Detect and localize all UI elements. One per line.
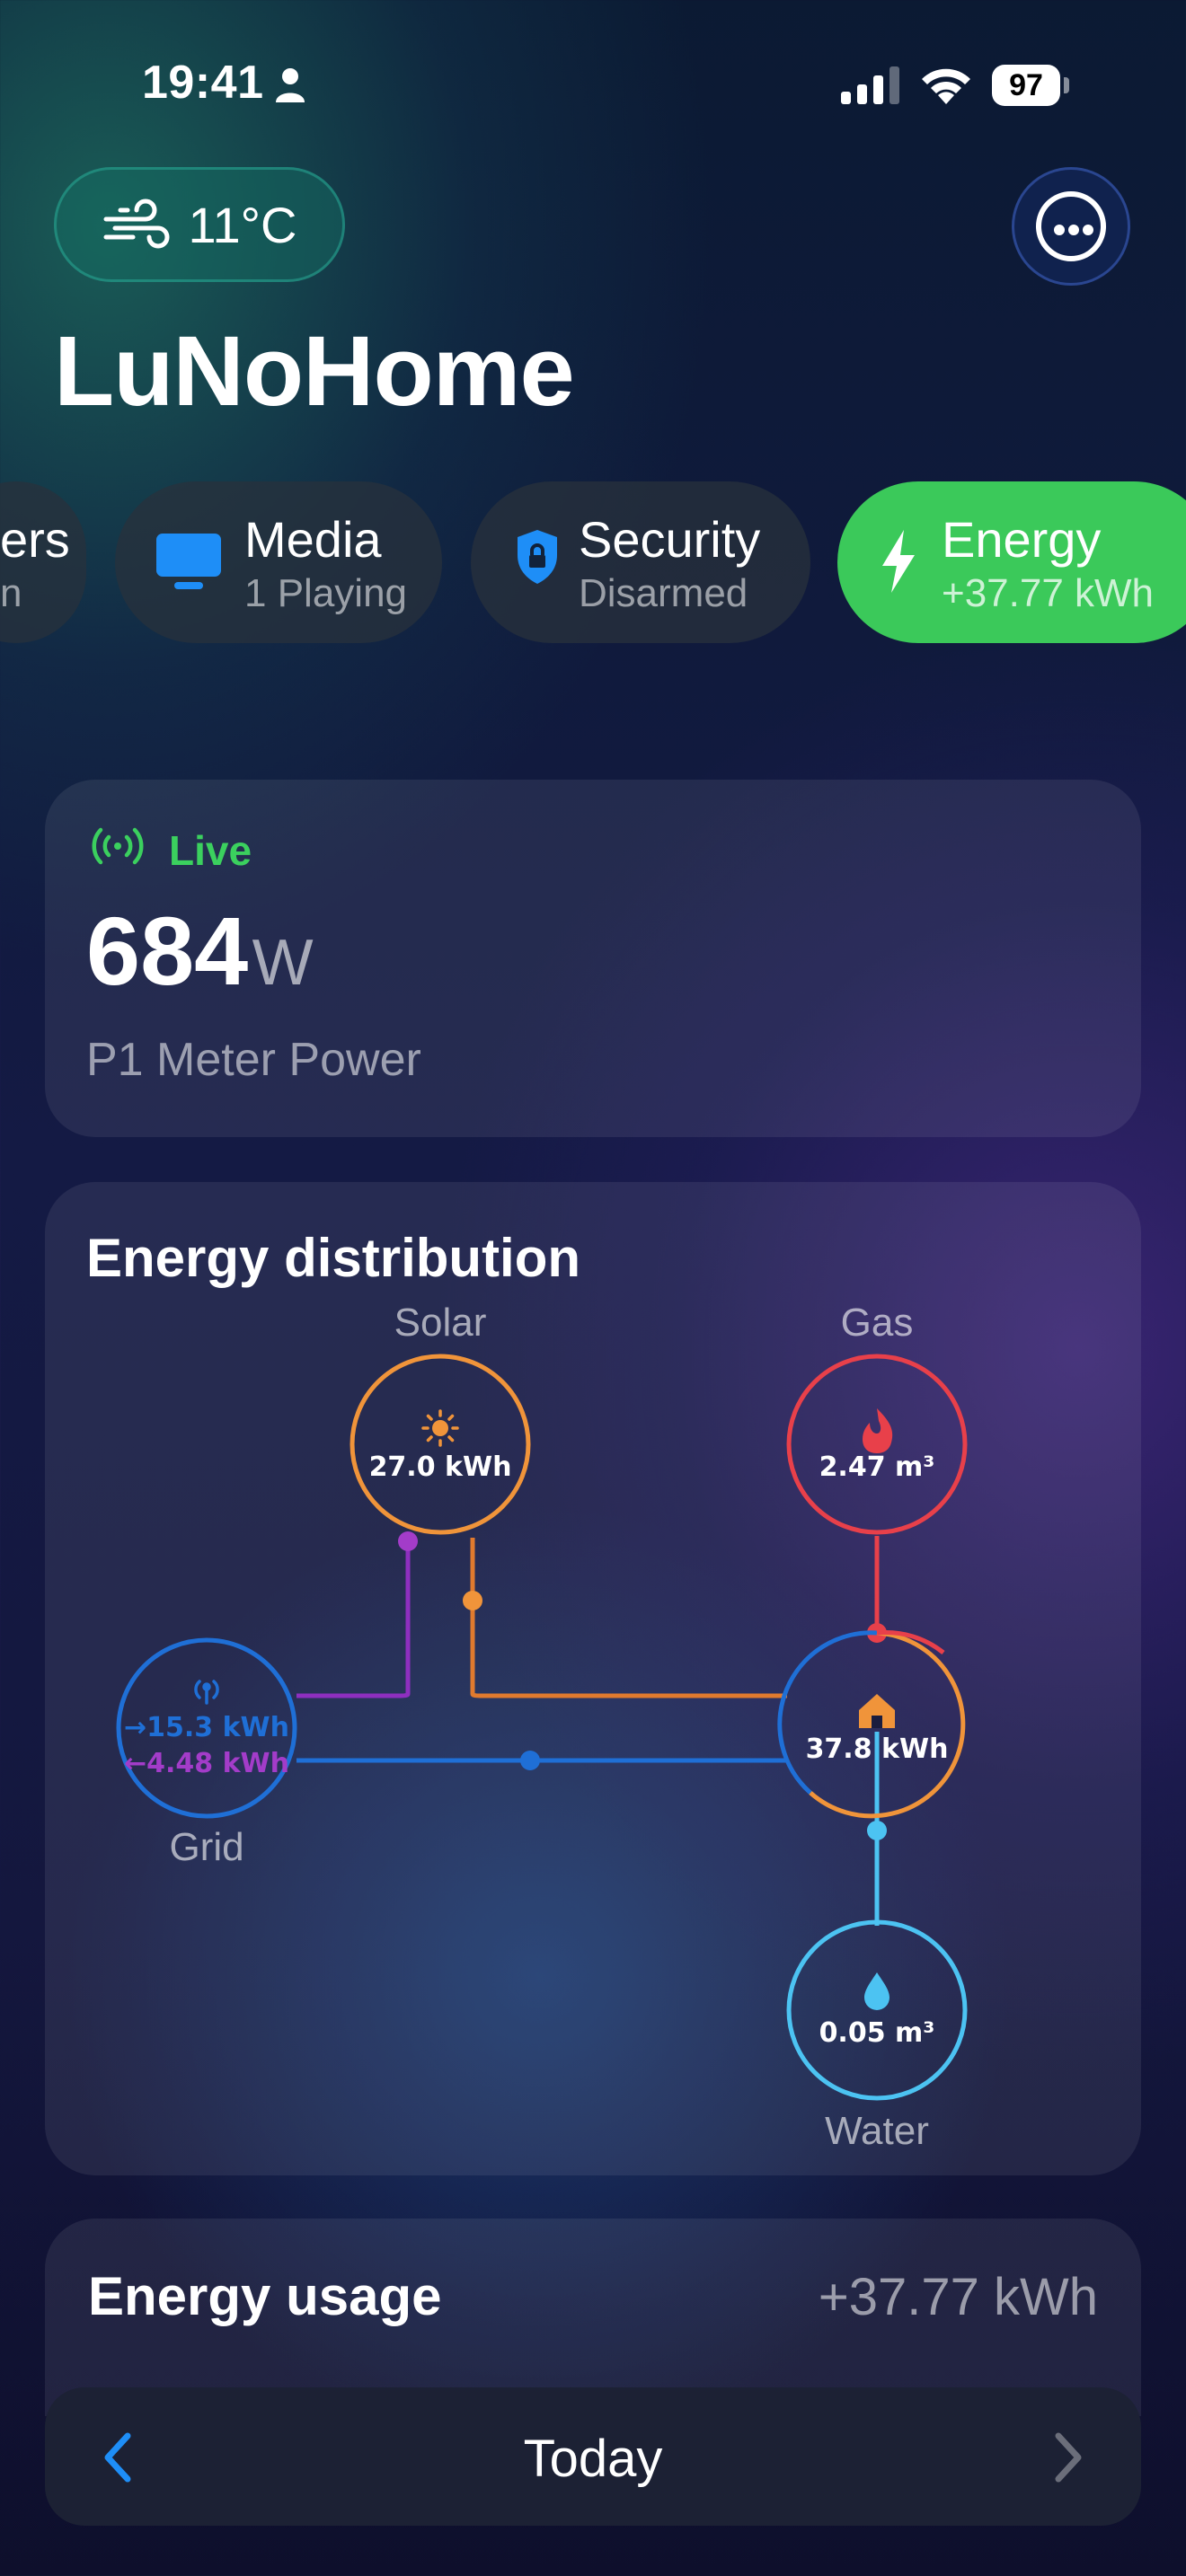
shield-lock-icon <box>518 530 557 584</box>
energy-distribution-card: Energy distribution <box>45 1182 1141 2175</box>
water-value: 0.05 m³ <box>819 2017 935 2049</box>
status-time: 19:41 <box>142 57 264 109</box>
energy-flow-diagram <box>116 1354 968 2101</box>
solar-node <box>350 1354 531 1535</box>
flow-dot <box>867 1821 887 1840</box>
transmission-tower-icon <box>194 1680 219 1705</box>
house-icon <box>859 1694 895 1728</box>
solar-label: Solar <box>394 1301 487 1345</box>
chip-label: Energy <box>942 511 1102 568</box>
grid-in-value: →15.3 kWh <box>124 1712 289 1743</box>
water-label: Water <box>825 2109 929 2153</box>
flame-icon <box>863 1408 893 1453</box>
power-label: P1 Meter Power <box>86 1034 421 1086</box>
chip-sub: n <box>0 571 22 615</box>
cellular-signal-icon <box>841 66 899 104</box>
home-node-solar-arc <box>809 1630 966 1819</box>
energy-usage-card[interactable] <box>45 2219 1141 2416</box>
weather-chip[interactable]: 11°C <box>54 167 345 282</box>
grid-out-value: ←4.48 kWh <box>124 1748 289 1779</box>
category-chip-media[interactable]: Media 1 Playing <box>115 481 442 643</box>
battery-indicator: 97 <box>992 65 1069 106</box>
flow-dot <box>520 1751 540 1770</box>
battery-level: 97 <box>992 65 1060 106</box>
tv-icon <box>156 534 221 589</box>
gas-value: 2.47 m³ <box>819 1451 935 1483</box>
grid-node <box>116 1637 297 1819</box>
power-unit: W <box>252 927 314 999</box>
live-badge: Live <box>169 827 252 874</box>
chevron-left-icon[interactable] <box>101 2430 137 2484</box>
water-node <box>786 1919 968 2101</box>
person-icon <box>276 68 305 102</box>
date-navigation-bar: Today <box>45 2387 1141 2526</box>
category-chip-security[interactable]: Security Disarmed <box>471 481 810 643</box>
antenna-signal-icon <box>92 827 144 865</box>
category-chip-partial[interactable]: ers n <box>0 481 86 643</box>
usage-title: Energy usage <box>88 2266 442 2326</box>
grid-label: Grid <box>169 1825 244 1869</box>
chip-sub: Disarmed <box>579 571 748 615</box>
home-node-grid-arc <box>777 1630 878 1795</box>
chip-sub: +37.77 kWh <box>942 571 1155 615</box>
sun-icon <box>421 1409 459 1447</box>
chevron-right-icon[interactable] <box>1049 2430 1085 2484</box>
page-title: LuNoHome <box>54 316 575 427</box>
date-label[interactable]: Today <box>523 2430 663 2488</box>
usage-value: +37.77 kWh <box>818 2268 1098 2326</box>
wind-icon <box>103 198 169 249</box>
home-value: 37.8 kWh <box>805 1734 949 1765</box>
temperature: 11°C <box>188 196 297 253</box>
power-value: 684 <box>86 896 249 1005</box>
water-drop-icon <box>864 1972 890 2010</box>
chip-label: Media <box>244 511 382 568</box>
gas-label: Gas <box>840 1301 914 1345</box>
bolt-icon <box>882 530 915 593</box>
menu-button[interactable] <box>1012 167 1130 286</box>
flow-dot <box>463 1591 482 1610</box>
solar-value: 27.0 kWh <box>368 1451 512 1483</box>
chip-sub: 1 Playing <box>244 571 408 615</box>
category-chip-energy[interactable]: Energy +37.77 kWh <box>837 481 1186 643</box>
gas-node <box>786 1354 968 1535</box>
distribution-title: Energy distribution <box>86 1228 581 1288</box>
flow-dot <box>398 1531 418 1551</box>
live-power-card[interactable]: Live 684 W P1 Meter Power <box>45 780 1141 1137</box>
chip-label: Security <box>579 511 761 568</box>
chip-label: ers <box>0 511 70 568</box>
wifi-icon <box>922 68 970 104</box>
ellipsis-circle-icon <box>1036 191 1106 261</box>
